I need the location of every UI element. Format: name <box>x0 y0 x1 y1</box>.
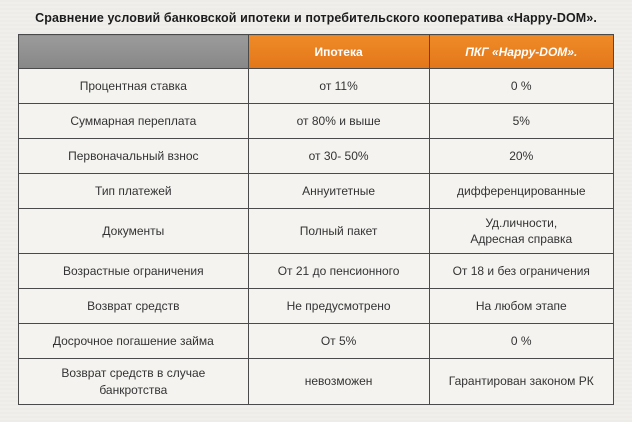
table-row: Возрастные ограничения От 21 до пенсионн… <box>18 253 615 290</box>
ipoteka-value-cell: от 11% <box>247 68 430 104</box>
ipoteka-value-cell: От 21 до пенсионного <box>247 253 430 290</box>
ipoteka-value-cell: от 30- 50% <box>247 138 430 174</box>
ipoteka-value-cell: Полный пакет <box>247 207 430 255</box>
row-label-cell: Досрочное погашение займа <box>18 323 249 360</box>
table-row: Документы Полный пакет Уд.личности, Адре… <box>18 207 615 255</box>
row-label-cell: Возврат средств в случае банкротства <box>18 358 249 405</box>
table-row: Первоначальный взнос от 30- 50% 20% <box>18 138 615 174</box>
column-header-pkg: ПКГ «Happy-DOM». <box>428 34 615 69</box>
comparison-table: Ипотека ПКГ «Happy-DOM». Процентная став… <box>18 34 615 405</box>
pkg-value-cell: дифференцированные <box>428 173 615 209</box>
pkg-value-cell: От 18 и без ограничения <box>428 253 615 290</box>
pkg-value-cell: Гарантирован законом РК <box>428 358 615 405</box>
row-label-cell: Возрастные ограничения <box>18 253 249 290</box>
header-row: Ипотека ПКГ «Happy-DOM». <box>18 34 615 69</box>
row-label-cell: Тип платежей <box>18 173 249 209</box>
corner-cell <box>18 34 249 69</box>
pkg-value-cell: 0 % <box>428 323 615 360</box>
row-label-cell: Процентная ставка <box>18 68 249 104</box>
ipoteka-value-cell: от 80% и выше <box>247 103 430 139</box>
pkg-value-cell: На любом этапе <box>428 288 615 325</box>
table-row: Возврат средств в случае банкротства нев… <box>18 358 615 405</box>
table-row: Возврат средств Не предусмотрено На любо… <box>18 288 615 325</box>
ipoteka-value-cell: Не предусмотрено <box>247 288 430 325</box>
table-row: Процентная ставка от 11% 0 % <box>18 68 615 104</box>
row-label-cell: Возврат средств <box>18 288 249 325</box>
pkg-value-cell: Уд.личности, Адресная справка <box>428 207 615 255</box>
page-title: Сравнение условий банковской ипотеки и п… <box>35 11 597 25</box>
column-header-ipoteka: Ипотека <box>247 34 430 69</box>
row-label-cell: Документы <box>18 207 249 255</box>
row-label-cell: Суммарная переплата <box>18 103 249 139</box>
table-row: Досрочное погашение займа От 5% 0 % <box>18 323 615 360</box>
table-row: Тип платежей Аннуитетные дифференцирован… <box>18 173 615 209</box>
row-label-cell: Первоначальный взнос <box>18 138 249 174</box>
pkg-value-cell: 0 % <box>428 68 615 104</box>
ipoteka-value-cell: Аннуитетные <box>247 173 430 209</box>
pkg-value-cell: 5% <box>428 103 615 139</box>
pkg-value-cell: 20% <box>428 138 615 174</box>
ipoteka-value-cell: От 5% <box>247 323 430 360</box>
ipoteka-value-cell: невозможен <box>247 358 430 405</box>
table-row: Суммарная переплата от 80% и выше 5% <box>18 103 615 139</box>
